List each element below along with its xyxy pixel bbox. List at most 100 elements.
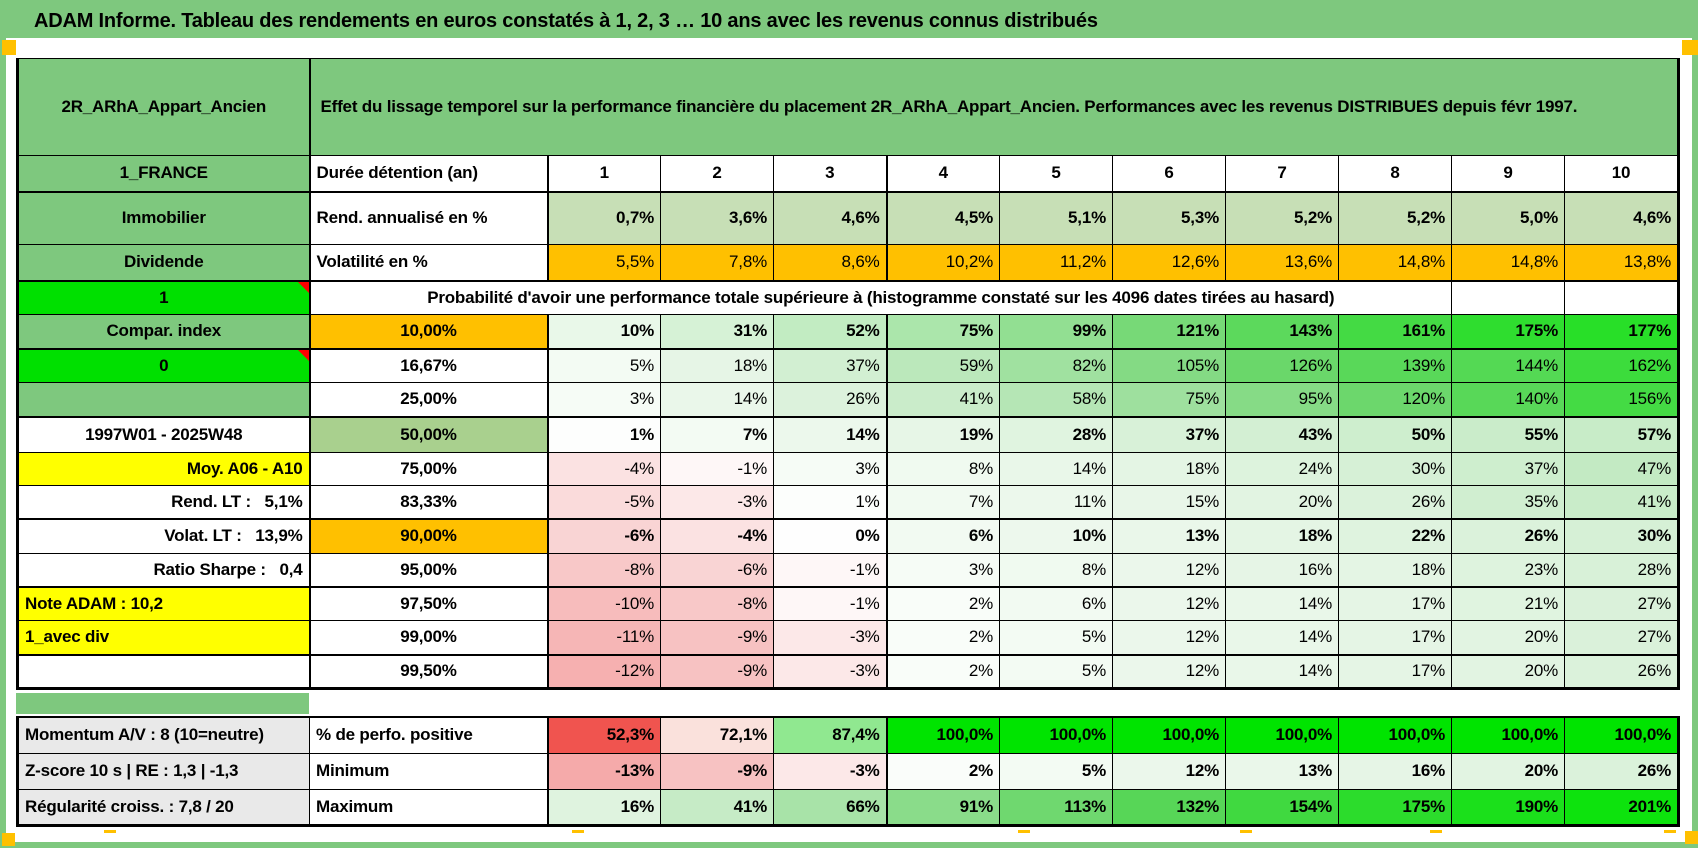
data-cell[interactable]: 17% [1338, 586, 1452, 621]
data-cell[interactable]: -3% [660, 485, 774, 519]
threshold-cell[interactable]: 97,50% [309, 586, 549, 621]
data-cell[interactable]: 5% [547, 348, 661, 383]
year-header-cell[interactable]: 6 [1112, 155, 1226, 193]
data-cell[interactable]: 120% [1338, 382, 1452, 417]
threshold-cell[interactable]: 99,50% [309, 654, 549, 690]
data-cell[interactable]: 11,2% [999, 244, 1113, 281]
data-cell[interactable]: 13% [1225, 752, 1339, 790]
data-cell[interactable]: -5% [547, 485, 661, 519]
threshold-cell[interactable]: 50,00% [309, 415, 549, 453]
data-cell[interactable]: 35% [1451, 485, 1565, 519]
stat-name-cell[interactable]: % de perfo. positive [309, 716, 549, 754]
data-cell[interactable]: 10% [547, 314, 661, 350]
row-label-cell[interactable]: Z-score 10 s | RE : 1,3 | -1,3 [16, 752, 310, 790]
year-header-cell[interactable]: 1 [547, 155, 661, 193]
data-cell[interactable]: -3% [773, 752, 888, 790]
data-cell[interactable]: -9% [660, 654, 774, 690]
threshold-cell[interactable]: Volatilité en % [309, 244, 549, 281]
row-label-cell[interactable]: Ratio Sharpe : 0,4 [16, 553, 311, 588]
data-cell[interactable]: -3% [773, 620, 888, 656]
data-cell[interactable]: 20% [1451, 654, 1565, 690]
row-label-cell[interactable]: Immobilier [16, 191, 311, 245]
row-label-cell[interactable]: 1_FRANCE [16, 155, 311, 193]
row-label-cell[interactable]: Note ADAM : 10,2 [16, 586, 311, 621]
row-label-cell[interactable] [16, 382, 311, 417]
data-cell[interactable]: 50% [1338, 415, 1452, 453]
data-cell[interactable]: 4,5% [886, 191, 1000, 245]
data-cell[interactable]: -4% [660, 517, 774, 554]
empty-cell[interactable] [1451, 279, 1565, 315]
data-cell[interactable]: 20% [1225, 485, 1339, 519]
threshold-cell[interactable]: 75,00% [309, 452, 549, 486]
row-label-cell[interactable] [16, 654, 311, 690]
data-cell[interactable]: 82% [999, 348, 1113, 383]
data-cell[interactable]: 66% [773, 788, 888, 827]
threshold-cell[interactable]: 10,00% [309, 314, 549, 350]
threshold-cell[interactable]: 25,00% [309, 382, 549, 417]
data-cell[interactable]: 2% [886, 586, 1000, 621]
year-header-cell[interactable]: 8 [1338, 155, 1452, 193]
data-cell[interactable]: 28% [1563, 553, 1681, 588]
data-cell[interactable]: 13,6% [1225, 244, 1339, 281]
data-cell[interactable]: 121% [1112, 314, 1226, 350]
data-cell[interactable]: 27% [1563, 620, 1681, 656]
data-cell[interactable]: 156% [1563, 382, 1681, 417]
data-cell[interactable]: 12,6% [1112, 244, 1226, 281]
data-cell[interactable]: 5,0% [1451, 191, 1565, 245]
data-cell[interactable]: 22% [1338, 517, 1452, 554]
data-cell[interactable]: 14% [1225, 586, 1339, 621]
data-cell[interactable]: 24% [1225, 452, 1339, 486]
year-header-cell[interactable]: 7 [1225, 155, 1339, 193]
data-cell[interactable]: 100,0% [1112, 716, 1226, 754]
year-header-cell[interactable]: 3 [773, 155, 888, 193]
data-cell[interactable]: 3% [547, 382, 661, 417]
data-cell[interactable]: 100,0% [1451, 716, 1565, 754]
data-cell[interactable]: 16% [1225, 553, 1339, 588]
data-cell[interactable]: 14% [1225, 620, 1339, 656]
row-label-cell[interactable]: Moy. A06 - A10 [16, 452, 311, 486]
data-cell[interactable]: 100,0% [886, 716, 1000, 754]
data-cell[interactable]: -1% [773, 586, 888, 621]
year-header-cell[interactable]: 4 [886, 155, 1000, 193]
data-cell[interactable]: 26% [773, 382, 888, 417]
row-label-cell[interactable]: Rend. LT : 5,1% [16, 485, 311, 519]
data-cell[interactable]: 5,1% [999, 191, 1113, 245]
data-cell[interactable]: 30% [1338, 452, 1452, 486]
data-cell[interactable]: 162% [1563, 348, 1681, 383]
data-cell[interactable]: 47% [1563, 452, 1681, 486]
row-label-cell[interactable]: 1 [16, 279, 311, 315]
sheet-title[interactable]: ADAM Informe. Tableau des rendements en … [6, 6, 1692, 38]
data-cell[interactable]: 0,7% [547, 191, 661, 245]
data-cell[interactable]: 18% [1112, 452, 1226, 486]
data-cell[interactable]: 6% [886, 517, 1000, 554]
data-cell[interactable]: -9% [660, 752, 774, 790]
data-cell[interactable]: 17% [1338, 620, 1452, 656]
data-cell[interactable]: 13,8% [1563, 244, 1681, 281]
data-cell[interactable]: -1% [773, 553, 888, 588]
data-cell[interactable]: 12% [1112, 654, 1226, 690]
row-label-cell[interactable]: Dividende [16, 244, 311, 281]
data-cell[interactable]: 7,8% [660, 244, 774, 281]
data-cell[interactable]: 144% [1451, 348, 1565, 383]
data-cell[interactable]: 87,4% [773, 716, 888, 754]
threshold-cell[interactable]: 95,00% [309, 553, 549, 588]
data-cell[interactable]: 105% [1112, 348, 1226, 383]
data-cell[interactable]: 3% [773, 452, 888, 486]
data-cell[interactable]: 5% [999, 620, 1113, 656]
data-cell[interactable]: -3% [773, 654, 888, 690]
data-cell[interactable]: 140% [1451, 382, 1565, 417]
data-cell[interactable]: 5,2% [1225, 191, 1339, 245]
data-cell[interactable]: 19% [886, 415, 1000, 453]
data-cell[interactable]: -8% [660, 586, 774, 621]
duration-header-cell[interactable]: Durée détention (an) [309, 155, 549, 193]
data-cell[interactable]: 3,6% [660, 191, 774, 245]
data-cell[interactable]: 18% [1338, 553, 1452, 588]
data-cell[interactable]: 100,0% [1564, 716, 1680, 754]
data-cell[interactable]: 12% [1112, 752, 1226, 790]
row-label-cell[interactable]: Compar. index [16, 314, 311, 350]
data-cell[interactable]: 100,0% [999, 716, 1113, 754]
data-cell[interactable]: 12% [1112, 586, 1226, 621]
row-label-cell[interactable]: 1997W01 - 2025W48 [16, 415, 311, 453]
data-cell[interactable]: 37% [1112, 415, 1226, 453]
data-cell[interactable]: 7% [886, 485, 1000, 519]
